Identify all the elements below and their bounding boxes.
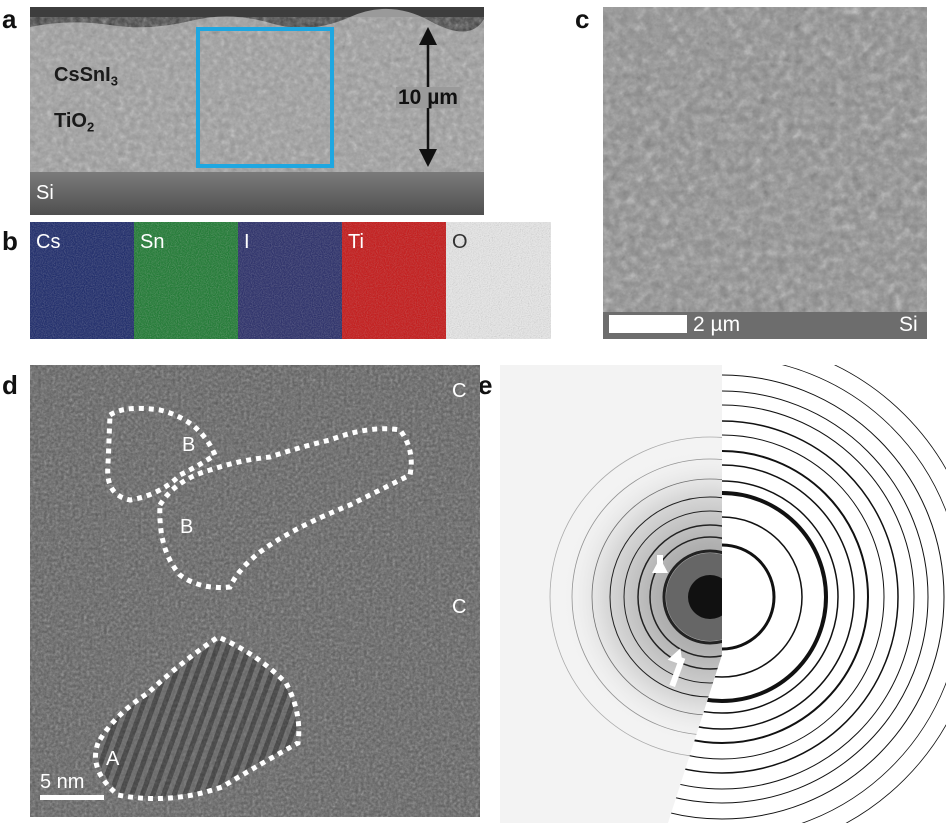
perovskite-label: CsSnI3 (54, 64, 118, 89)
region-label-c1: C (452, 380, 467, 402)
region-label-a: A (106, 748, 120, 770)
eds-map-ti-speckle (342, 222, 446, 339)
hrtem-image: B B A C C 5 nm (30, 365, 480, 817)
cross-section-sem-image: CsSnI3 TiO2 Si 10 µm (30, 7, 484, 215)
eds-map-o-speckle (446, 222, 551, 339)
cross-section-sem-graphic (30, 7, 484, 215)
panel-letter-e: e (478, 370, 493, 400)
panel-letter-a: a (2, 4, 17, 34)
eds-map-sn: Sn (134, 222, 238, 339)
top-view-sem-image: 2 µm Si (603, 7, 927, 339)
scale-label-c: 2 µm (693, 313, 741, 336)
eds-maps: Cs Sn I Ti O (30, 222, 551, 339)
panel-letter-d: d (2, 370, 18, 400)
thickness-label: 10 µm (396, 86, 460, 109)
top-view-sem-graphic (603, 7, 927, 339)
region-label-b2: B (180, 516, 194, 538)
eds-map-sn-speckle (134, 222, 238, 339)
panel-letter-c: c (575, 4, 590, 34)
region-label-c2: C (452, 596, 467, 618)
eds-map-o: O (446, 222, 551, 339)
eds-map-i-speckle (238, 222, 342, 339)
region-label-b1: B (182, 434, 196, 456)
diffraction-graphic (500, 365, 946, 823)
substrate-label-c: Si (899, 313, 918, 336)
eds-label-o: O (452, 231, 468, 253)
eds-map-i: I (238, 222, 342, 339)
eds-label-sn: Sn (140, 231, 165, 253)
panel-letter-b: b (2, 226, 18, 256)
eds-map-cs-speckle (30, 222, 134, 339)
diffraction-pattern (500, 365, 946, 823)
eds-label-ti: Ti (348, 231, 364, 253)
eds-label-cs: Cs (36, 231, 61, 253)
substrate-label: Si (36, 182, 54, 204)
eds-label-i: I (244, 231, 250, 253)
scale-label-d: 5 nm (40, 771, 85, 793)
oxide-label: TiO2 (54, 110, 95, 135)
eds-map-ti: Ti (342, 222, 446, 339)
hrtem-graphic (30, 365, 480, 817)
eds-map-cs: Cs (30, 222, 134, 339)
